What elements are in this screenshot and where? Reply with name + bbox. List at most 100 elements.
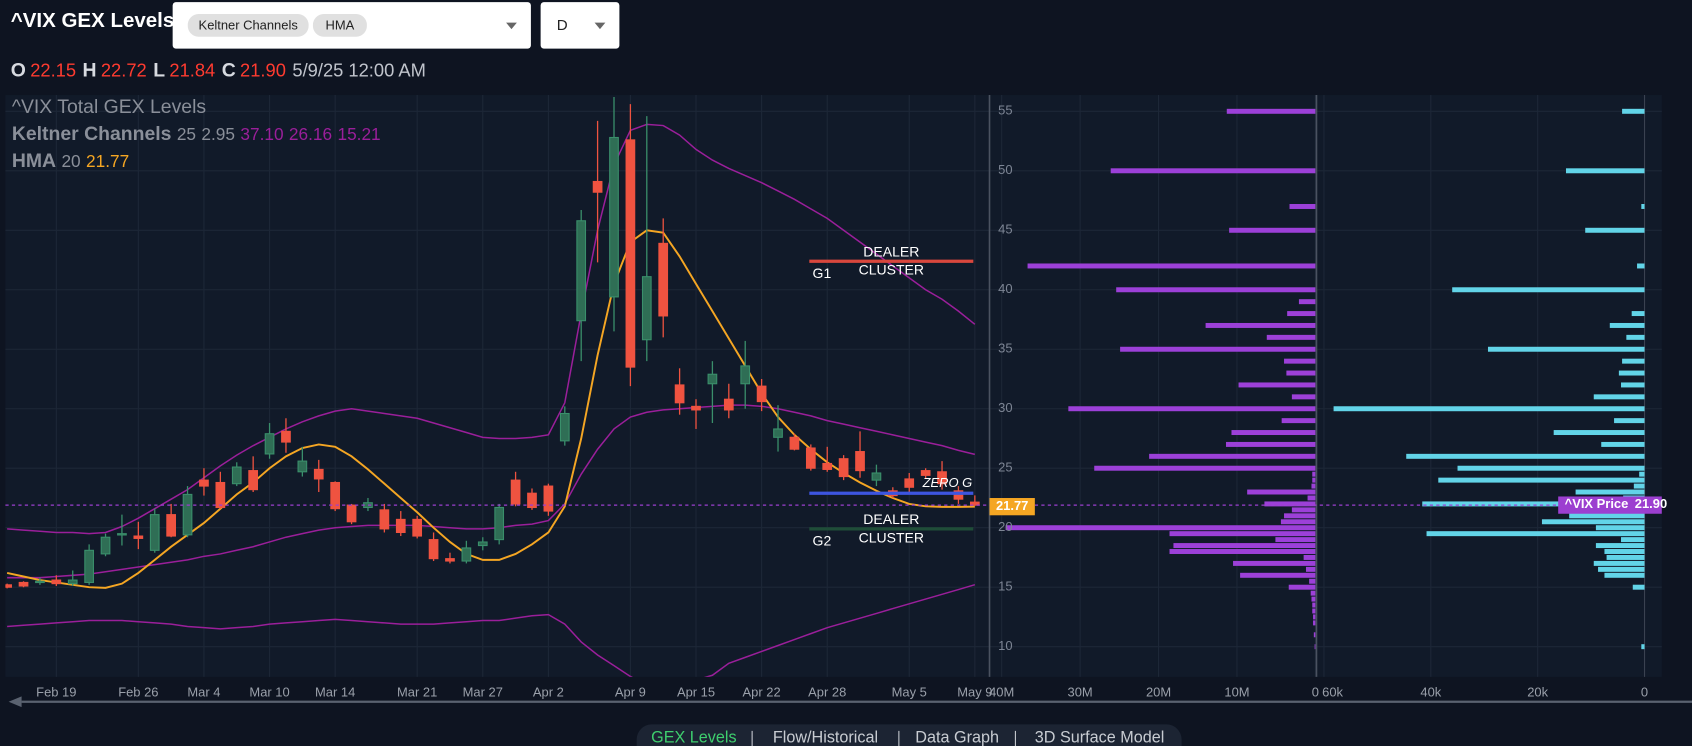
gex-bar [1266,334,1316,340]
chip[interactable] [312,14,367,37]
candle-body [904,478,915,488]
x-tick-label: 10M [1224,685,1249,700]
gex-bar [1601,441,1645,447]
chip-label: HMA [326,17,355,32]
candle-body [822,462,833,470]
ohlc-key: L [153,59,165,81]
candle-body [969,501,980,506]
tab-bar [636,724,1182,746]
gex-bar [1606,554,1645,560]
gex-bar [1609,322,1645,328]
level-note: CLUSTER [859,529,924,545]
gex-bar [1641,644,1645,650]
gex-bar [1275,537,1316,543]
legend-name: Keltner Channels [12,123,172,145]
level-label: G1 [813,265,832,281]
gex-bar [1205,322,1316,328]
gex-bar [1565,168,1645,174]
gex-bar [1621,537,1645,543]
candle-body [723,398,734,411]
candle-body [740,365,751,385]
gex-bar [1149,453,1316,459]
gex-bar [1068,406,1316,412]
level-note: CLUSTER [859,262,924,278]
x-tick-label: 60k [1322,685,1343,700]
candle-body [609,136,619,298]
candle-body [592,180,603,193]
gex-bar [1406,453,1645,459]
candle-body [18,581,29,587]
level-label: ZERO G [922,475,973,490]
gex-bar [1422,501,1645,507]
candle-body [166,514,176,537]
candle-body [264,433,275,455]
gex-bar [1288,584,1316,590]
gex-bar [1291,394,1316,400]
gex-bar [1569,513,1645,519]
x-tick-label: May 9 [957,685,992,700]
x-tick-label: Mar 14 [315,685,355,700]
gex-bar [1595,543,1645,549]
gex-bar [1094,465,1316,471]
candle-body [133,535,144,539]
level-note: DEALER [863,243,919,259]
gex-bar [1595,525,1645,531]
x-tick-label: 20M [1146,685,1171,700]
gex-bar [1637,263,1645,269]
candle-body [674,384,685,404]
tab[interactable]: Flow/Historical [773,729,878,746]
legend-hma: HMA 20 21.77 [12,150,129,172]
gex-bar [1027,263,1316,269]
price-tag-value: 21.90 [1635,497,1667,512]
keltner-line [7,123,976,535]
gex-bar [1291,507,1316,513]
gex-bar [1231,430,1316,436]
gex-bar [1633,483,1645,489]
x-tick-label: Mar 27 [463,685,503,700]
interval-select[interactable] [540,2,620,49]
gex-bar [1604,572,1645,578]
chip[interactable] [187,14,309,37]
price-tag-name: ^VIX Price [1565,497,1629,512]
candle-body [527,492,537,509]
gex-bar [1641,203,1645,209]
tab-active[interactable]: GEX Levels [651,729,736,746]
gex-bar [1622,358,1645,364]
dropdown-arrow[interactable] [594,22,606,30]
gex-bar [1457,465,1645,471]
y-tick-label: 40 [998,281,1012,296]
gex-bar [1622,108,1645,114]
candle-body [215,481,226,509]
tab[interactable]: Data Graph [915,729,999,746]
y-tick-label: 25 [998,460,1012,475]
candle-body [707,373,718,385]
gex-bar [1312,602,1316,608]
dropdown-arrow[interactable] [506,22,517,30]
x-tick-label: Apr 15 [677,685,715,700]
candle-body [691,405,701,411]
gex-bar [1247,489,1316,495]
gex-bar [1169,531,1316,537]
gex-bar [1281,418,1316,424]
legend-value: 37.10 [240,124,283,144]
ohlc-key: O [11,59,26,81]
gex-bar [1604,549,1645,554]
gex-bar [1614,418,1645,424]
gex-bar [1312,608,1316,614]
candle-body [313,468,324,480]
gex-bar [1553,430,1645,436]
candle-body [789,436,800,450]
ohlc-key: C [222,59,236,81]
gex-bar [1311,596,1316,602]
gex-bar [1311,483,1316,489]
x-tick-label: Apr 2 [533,685,564,700]
gex-bar [1593,560,1645,566]
candle-body [510,479,521,505]
gex-bar [1286,370,1316,376]
y-tick-label: 20 [998,519,1012,534]
gex-bar [1173,543,1316,549]
scroll-arrow[interactable] [8,696,22,708]
candle-body [953,490,964,500]
tab[interactable]: 3D Surface Model [1035,729,1165,746]
